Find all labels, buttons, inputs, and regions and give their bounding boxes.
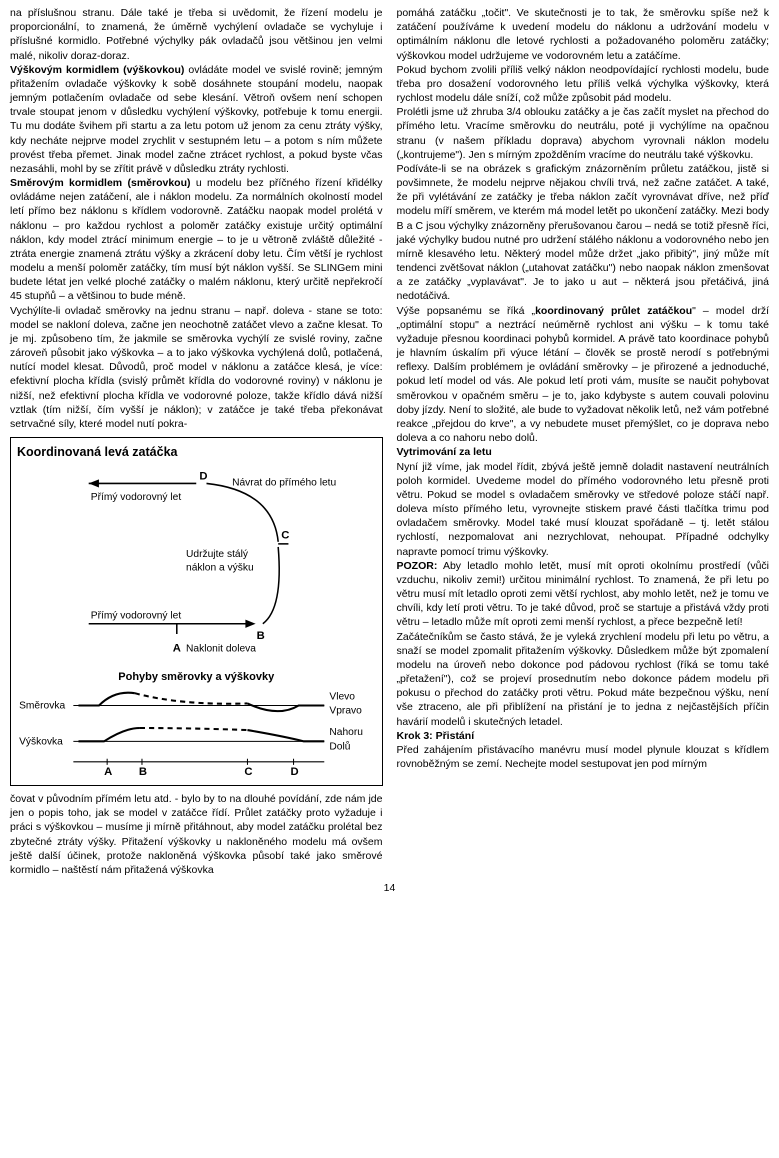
label-hold-1: Udržujte stálý (186, 549, 249, 560)
diagram-container: Koordinovaná levá zatáčka D C B A (10, 437, 383, 786)
paragraph: Směrovým kormidlem (směrovkou) u modelu … (10, 176, 383, 304)
control-movements-chart: A B C D Směrovka Výškovka Vlevo Vpravo N… (17, 685, 376, 777)
paragraph: pomáhá zatáčku „točit". Ve skutečnosti j… (397, 6, 770, 63)
paragraph: Podíváte-li se na obrázek s grafickým zn… (397, 162, 770, 304)
label-level-flight-1: Přímý vodorovný let (91, 492, 182, 503)
text: u modelu bez příčného řízení křidélky ov… (10, 177, 383, 302)
page-columns: na příslušnou stranu. Dále také je třeba… (0, 0, 779, 881)
diagram-title: Koordinovaná levá zatáčka (17, 444, 376, 461)
axis-c: C (244, 766, 252, 777)
paragraph: Nyní již víme, jak model řídit, zbývá je… (397, 460, 770, 559)
text: Výše popsanému se říká „ (397, 305, 536, 317)
text: " – model drží „optimální stopu" a neztr… (397, 305, 770, 445)
label-return: Návrat do přímého letu (232, 478, 336, 489)
warning-label: POZOR: (397, 560, 438, 572)
paragraph: čovat v původním přímém letu atd. - bylo… (10, 792, 383, 877)
paragraph: Před zahájením přistávacího manévru musí… (397, 743, 770, 771)
axis-d: D (290, 766, 298, 777)
paragraph: Prolétli jsme už zhruba 3/4 oblouku zatá… (397, 105, 770, 162)
text: Aby letadlo mohlo letět, musí mít oproti… (397, 560, 770, 629)
right-column: pomáhá zatáčku „točit". Ve skutečnosti j… (397, 6, 770, 877)
label-b: B (257, 630, 265, 642)
label-up: Nahoru (329, 727, 363, 738)
page-number: 14 (0, 881, 779, 903)
paragraph: na příslušnou stranu. Dále také je třeba… (10, 6, 383, 63)
axis-a: A (104, 766, 112, 777)
heading-trim: Vytrimování za letu (397, 445, 770, 459)
label-left: Vlevo (329, 691, 355, 702)
paragraph: POZOR: Aby letadlo mohlo letět, musí mít… (397, 559, 770, 630)
label-rudder: Směrovka (19, 700, 65, 711)
label-d: D (199, 470, 207, 482)
text: ovládáte model ve svislé rovině; jemným … (10, 64, 383, 175)
heading-step3: Krok 3: Přistání (397, 729, 770, 743)
paragraph: Pokud bychom zvolili příliš velký náklon… (397, 63, 770, 106)
label-down: Dolů (329, 740, 350, 752)
label-level-flight-2: Přímý vodorovný let (91, 611, 182, 622)
lead-bold: Směrovým kormidlem (směrovkou) (10, 177, 191, 189)
paragraph: Vychýlíte-li ovladač směrovky na jednu s… (10, 304, 383, 432)
label-a: A (173, 642, 181, 654)
left-column: na příslušnou stranu. Dále také je třeba… (10, 6, 383, 877)
paragraph: Výškovým kormidlem (výškovkou) ovládáte … (10, 63, 383, 176)
bold-term: koordinovaný průlet zatáčkou (535, 305, 692, 317)
label-bank: Naklonit doleva (186, 643, 256, 654)
paragraph: Výše popsanému se říká „koordinovaný prů… (397, 304, 770, 446)
diagram-subtitle: Pohyby směrovky a výškovky (17, 670, 376, 685)
label-hold-2: náklon a výšku (186, 563, 254, 574)
label-right: Vpravo (329, 705, 362, 716)
lead-bold: Výškovým kormidlem (výškovkou) (10, 64, 184, 76)
label-elevator: Výškovka (19, 736, 63, 747)
paragraph: Začátečníkům se často stává, že je vylek… (397, 630, 770, 729)
label-c: C (281, 530, 289, 542)
turn-path-diagram: D C B A Návrat do přímého letu Pří (17, 465, 376, 660)
axis-b: B (139, 766, 147, 777)
